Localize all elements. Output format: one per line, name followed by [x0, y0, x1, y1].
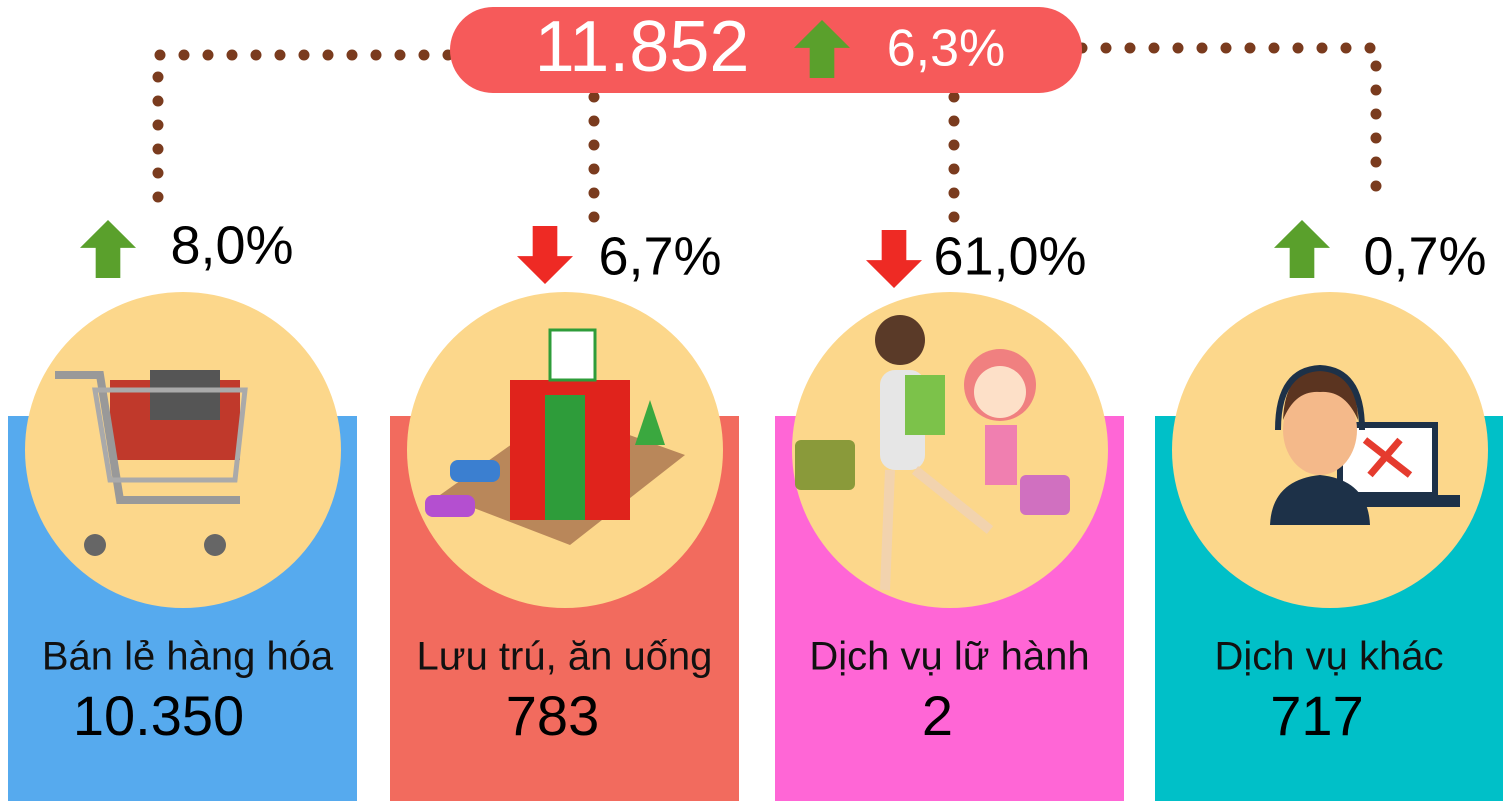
icon [875, 315, 925, 365]
icon [84, 534, 106, 556]
icon [92, 387, 248, 483]
category-label: Bán lẻ hàng hóa [42, 635, 334, 679]
category-label: Dịch vụ lữ hành [809, 635, 1089, 679]
trend-arrow [794, 20, 850, 78]
total-value: 11.852 [535, 7, 750, 87]
icon [204, 534, 226, 556]
total-arrow [794, 20, 850, 78]
category-change: 6,7% [598, 226, 721, 286]
trend-arrow [80, 220, 136, 278]
category-change: 8,0% [170, 215, 293, 275]
connector [152, 49, 454, 216]
icon [150, 370, 220, 420]
icon [795, 440, 855, 490]
category-card: 6,7% Lưu trú, ăn uống 783 [390, 226, 739, 801]
category-value: 717 [1270, 684, 1363, 747]
icon [1275, 364, 1365, 431]
category-value: 783 [506, 684, 599, 747]
icon [55, 371, 240, 504]
category-label: Lưu trú, ăn uống [417, 635, 713, 679]
icon [905, 375, 945, 435]
icon [1020, 475, 1070, 515]
icon [880, 466, 994, 591]
trend-arrow [517, 226, 573, 284]
trend-arrow [1274, 220, 1330, 278]
category-label: Dịch vụ khác [1215, 635, 1444, 679]
icon [985, 425, 1017, 485]
icon [635, 400, 665, 445]
icon [1283, 385, 1357, 475]
trend-arrow [866, 230, 922, 288]
total-change: 6,3% [887, 20, 1006, 78]
category-card: 0,7% Dịch vụ khác 717 [1155, 220, 1503, 801]
icon [974, 366, 1026, 418]
category-value: 2 [922, 684, 953, 747]
category-change: 0,7% [1363, 226, 1486, 286]
icon [1283, 368, 1358, 420]
icon [1270, 475, 1370, 525]
total-pill [450, 7, 1082, 93]
connector [1076, 42, 1382, 211]
category-value: 10.350 [73, 684, 244, 747]
category-card: 61,0% Dịch vụ lữ hành 2 [775, 226, 1124, 801]
icon [450, 460, 500, 482]
icon [545, 395, 585, 520]
icon [1362, 437, 1413, 478]
icon [425, 495, 475, 517]
category-card: 8,0% Bán lẻ hàng hóa 10.350 [8, 215, 357, 801]
category-change: 61,0% [933, 226, 1086, 286]
icon [548, 328, 597, 382]
